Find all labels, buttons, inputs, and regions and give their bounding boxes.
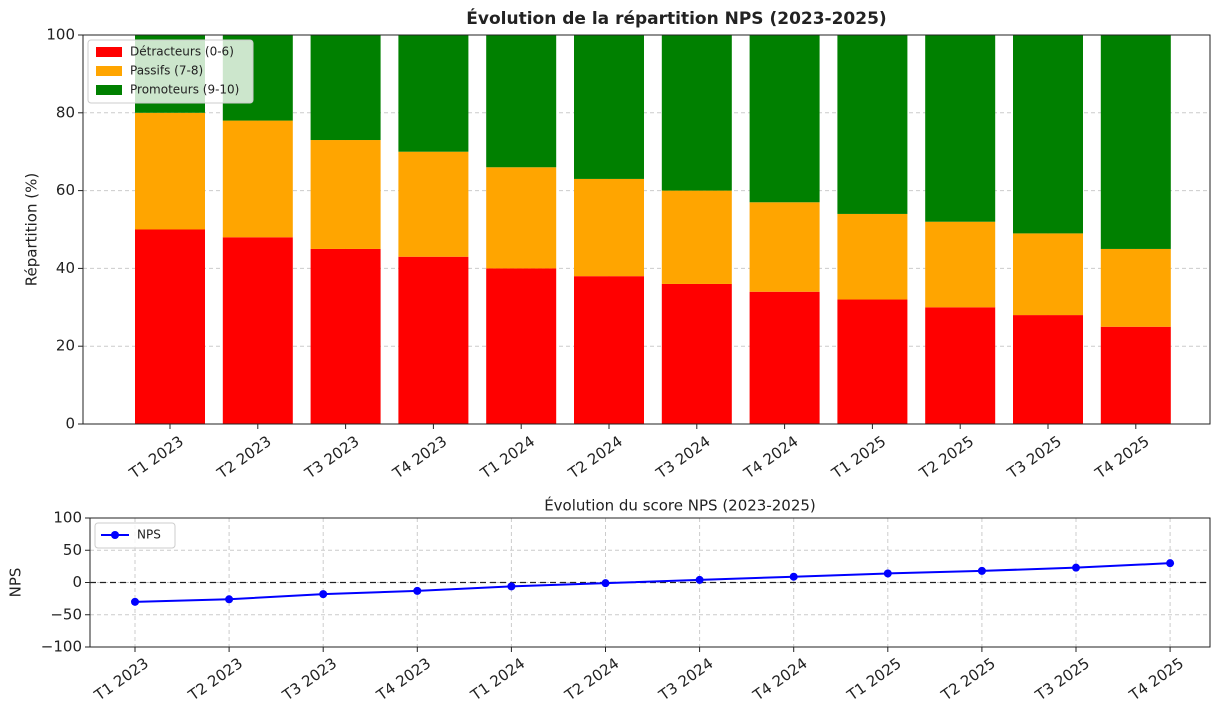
y-tick-label: 60 [56, 181, 75, 199]
legend-label: Promoteurs (9-10) [130, 83, 239, 97]
y-tick-label: 50 [63, 541, 82, 559]
point [131, 597, 139, 606]
point [695, 575, 704, 584]
bar-segment [1100, 326, 1171, 424]
y-tick-label: −100 [41, 638, 82, 656]
x-tick-label: T3 2023 [278, 654, 340, 701]
bar-segment [661, 190, 732, 284]
bar-segment [1100, 35, 1171, 249]
legend-box [94, 522, 176, 549]
y-tick-label: 40 [56, 259, 75, 277]
x-tick-label: T3 2025 [1003, 432, 1065, 483]
bar-segment [837, 35, 908, 214]
bar-segment [925, 221, 996, 308]
y-tick-label: 100 [46, 26, 75, 44]
chart-title: Évolution du score NPS (2023-2025) [544, 496, 816, 515]
point [883, 569, 892, 578]
x-tick-label: T4 2023 [389, 432, 451, 483]
legend-swatch [96, 85, 122, 95]
x-tick-label: T3 2025 [1031, 654, 1093, 701]
x-tick-label: T4 2024 [740, 432, 802, 483]
bar-segment [135, 112, 205, 230]
legend-swatch [96, 47, 122, 57]
bar-segment [1013, 315, 1083, 424]
x-tick-label: T1 2024 [476, 432, 538, 483]
y-tick-label: 0 [65, 415, 75, 433]
y-axis-label: NPS [7, 568, 25, 598]
x-tick-label: T1 2024 [467, 654, 529, 701]
bar-segment [925, 307, 996, 424]
x-tick-label: T4 2024 [749, 654, 811, 701]
bar-segment [398, 35, 469, 152]
y-tick-label: 0 [72, 573, 82, 591]
x-tick-label: T3 2024 [652, 432, 714, 483]
bar-segment [574, 178, 644, 277]
point [225, 595, 234, 604]
plot-frame [89, 517, 1211, 648]
bar-segment [310, 140, 381, 249]
point [413, 586, 422, 595]
point [507, 582, 516, 591]
legend-label: NPS [137, 528, 161, 542]
legend-swatch [96, 66, 122, 76]
bar-segment [310, 248, 381, 424]
bar-segment [749, 35, 820, 203]
bar-segment [837, 299, 908, 424]
bar-segment [1100, 248, 1171, 327]
bar-segment [135, 229, 205, 424]
bar-segment [398, 151, 469, 257]
x-tick-label: T1 2023 [125, 432, 187, 483]
bar-segment [1013, 35, 1083, 234]
point [1072, 563, 1080, 572]
bar-segment [222, 120, 293, 238]
point [789, 572, 798, 581]
x-tick-label: T1 2025 [828, 432, 890, 483]
line [134, 562, 1171, 603]
legend-box [87, 39, 254, 104]
bar-segment [574, 276, 644, 424]
plot-frame [82, 34, 1211, 425]
point [601, 579, 610, 588]
x-tick-label: T2 2025 [915, 432, 977, 483]
bar-segment [486, 35, 557, 168]
x-tick-label: T2 2024 [561, 654, 623, 701]
bar-segment [486, 167, 557, 269]
bar-segment [310, 35, 381, 141]
legend-label: Passifs (7-8) [130, 64, 203, 78]
x-tick-label: T4 2023 [373, 654, 435, 701]
bar-segment [749, 291, 820, 424]
legend-marker [111, 531, 119, 539]
bar-segment [486, 268, 557, 424]
y-tick-label: 20 [56, 337, 75, 355]
x-tick-label: T2 2023 [184, 654, 246, 701]
x-tick-label: T2 2025 [937, 654, 999, 701]
legend-label: Détracteurs (0-6) [130, 45, 234, 59]
point [319, 590, 328, 599]
x-tick-label: T1 2025 [843, 654, 905, 701]
point [1166, 559, 1175, 568]
point [977, 566, 986, 575]
y-axis-label: Répartition (%) [23, 173, 41, 286]
chart-title: Évolution de la répartition NPS (2023-20… [466, 7, 886, 29]
y-tick-label: 100 [53, 509, 82, 527]
y-tick-label: 80 [56, 103, 75, 121]
bar-segment [222, 237, 293, 424]
bar-segment [1013, 233, 1083, 316]
bar-segment [661, 35, 732, 191]
bar-segment [749, 202, 820, 292]
x-tick-label: T2 2024 [564, 432, 626, 483]
x-tick-label: T2 2023 [213, 432, 275, 483]
bar-segment [837, 213, 908, 300]
bar-segment [661, 283, 732, 424]
x-tick-label: T4 2025 [1125, 654, 1187, 701]
x-tick-label: T3 2023 [301, 432, 363, 483]
x-tick-label: T1 2023 [90, 654, 152, 701]
bar-segment [398, 256, 469, 424]
x-tick-label: T3 2024 [655, 654, 717, 701]
y-tick-label: −50 [50, 605, 82, 623]
bar-segment [574, 35, 644, 179]
x-tick-label: T4 2025 [1091, 432, 1153, 483]
bar-segment [925, 35, 996, 222]
